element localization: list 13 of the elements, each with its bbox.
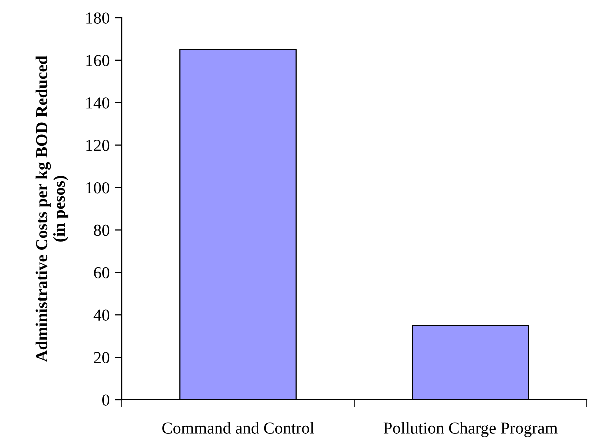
y-tick-label: 60 [94,267,110,279]
x-tick-label: Pollution Charge Program [384,422,558,438]
y-tick-label: 0 [102,394,110,406]
y-tick-label: 100 [86,182,110,194]
y-tick-label: 80 [94,224,110,236]
x-tick-label: Command and Control [162,422,314,434]
y-tick-label: 120 [86,140,110,152]
y-tick-label: 180 [86,12,110,24]
y-axis-title: Administrative Costs per kg BOD Reduced (in pesos) [36,56,69,362]
y-tick-label: 40 [94,310,110,322]
y-tick-label: 160 [86,55,110,66]
y-tick-label: 140 [86,98,110,109]
y-tick-label: 20 [94,352,110,364]
